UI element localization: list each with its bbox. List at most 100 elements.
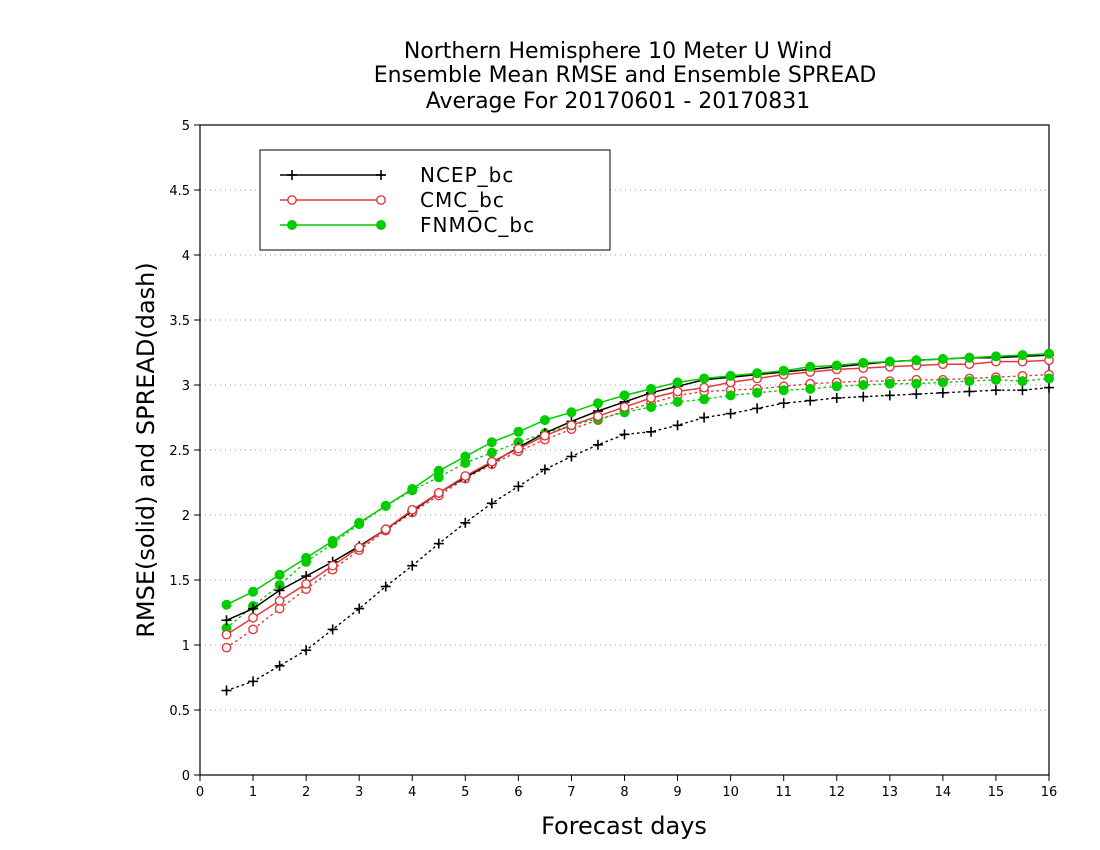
series-fnmoc-bc-rmse-point (301, 552, 312, 563)
series-fnmoc-bc-rmse-point (990, 351, 1001, 362)
series-fnmoc-bc-spread-point (805, 383, 816, 394)
series-fnmoc-bc-spread-point (990, 374, 1001, 385)
y-tick-label: 3 (182, 379, 190, 394)
legend-marker-ncep-bc-right (376, 170, 386, 180)
series-ncep-bc-spread-point (592, 439, 603, 450)
legend-marks (280, 170, 386, 230)
series-fnmoc-bc-spread-point (858, 380, 869, 390)
series-ncep-bc-rmse-point (274, 585, 285, 596)
title-line-1: Northern Hemisphere 10 Meter U Wind (404, 39, 832, 64)
series-ncep-bc-spread-point (1044, 382, 1054, 393)
series-fnmoc-bc-rmse-point (699, 373, 710, 384)
series-fnmoc-bc-rmse-point (407, 484, 418, 494)
x-tick-label: 9 (673, 785, 681, 800)
x-tick-label: 15 (988, 785, 1005, 800)
series-cmc-bc-rmse-point (540, 430, 550, 441)
series-cmc-bc-spread-point (248, 624, 258, 635)
series-ncep-bc-spread-point (274, 660, 285, 671)
series-ncep-bc-spread-point (248, 676, 259, 687)
series-ncep-bc-spread-point (699, 412, 710, 423)
y-axis-title: RMSE(solid) and SPREAD(dash) (132, 262, 160, 638)
x-tick-label: 7 (567, 785, 575, 800)
series-ncep-bc-spread-point (752, 403, 763, 414)
y-tick-label: 0.5 (169, 704, 190, 719)
series-cmc-bc-rmse (221, 355, 1054, 640)
series-ncep-bc-spread-point (566, 451, 577, 462)
series-fnmoc-bc-rmse-point (248, 586, 259, 597)
title-line-2: Ensemble Mean RMSE and Ensemble SPREAD (374, 63, 877, 88)
series-cmc-bc-rmse-point (433, 487, 444, 498)
series-fnmoc-bc-spread-point (725, 390, 736, 401)
series-fnmoc-bc-rmse (221, 348, 1054, 610)
series-cmc-bc-rmse-point (672, 386, 683, 397)
series-cmc-bc-rmse-point (274, 595, 285, 606)
series-cmc-bc-rmse-point (619, 402, 630, 412)
x-tick-label: 11 (775, 785, 792, 800)
series-fnmoc-bc-rmse-point (778, 365, 789, 376)
x-tick-label: 14 (935, 785, 952, 800)
series-fnmoc-bc-spread-point (1044, 373, 1054, 384)
series-fnmoc-bc-rmse-point (274, 569, 285, 580)
series-fnmoc-bc-spread-point (964, 376, 975, 387)
series-ncep-bc-spread-point (619, 429, 630, 440)
series-ncep-bc-spread-point (221, 685, 232, 696)
legend: NCEP_bc CMC_bc FNMOC_bc (259, 149, 611, 251)
series-fnmoc-bc-rmse-point (672, 377, 683, 388)
series-ncep-bc-spread-point (460, 517, 471, 528)
series-fnmoc-bc-rmse-point (619, 390, 630, 401)
series-fnmoc-bc-spread-point (831, 381, 842, 392)
series-fnmoc-bc-rmse-point (460, 451, 471, 462)
series-ncep-bc-spread-point (990, 385, 1001, 396)
x-tick-label: 1 (249, 785, 257, 800)
x-tick-label: 2 (302, 785, 310, 800)
y-tick-label: 0 (182, 769, 190, 784)
series-ncep-bc-rmse-point (248, 603, 259, 614)
series-fnmoc-bc-rmse-point (566, 407, 577, 418)
series-ncep-bc-spread-point (672, 420, 683, 431)
series-cmc-bc-rmse-point (380, 524, 391, 535)
series-fnmoc-bc-rmse-point (539, 415, 550, 426)
series-ncep-bc-spread-point (354, 603, 365, 614)
series-ncep-bc-spread-point (805, 395, 816, 406)
y-tick-label: 3.5 (169, 314, 190, 329)
x-axis-title: Forecast days (541, 812, 707, 840)
series-cmc-bc-rmse-point (646, 393, 656, 403)
series-cmc-bc-rmse-point (593, 411, 603, 422)
series-ncep-bc-rmse-point (221, 615, 232, 626)
y-tick-label: 1 (182, 639, 190, 654)
series-ncep-bc-spread-point (539, 464, 550, 475)
series-fnmoc-bc-rmse-point (433, 465, 444, 476)
series-fnmoc-bc-rmse-point (592, 398, 603, 409)
legend-marker-fnmoc-bc-right (376, 220, 386, 230)
legend-label-ncep: NCEP_bc (420, 163, 514, 187)
series-fnmoc-bc-spread-point (1017, 376, 1028, 387)
y-tick-label: 2.5 (169, 444, 190, 459)
y-tick-label: 2 (182, 509, 190, 524)
y-tick-label: 4 (182, 249, 190, 264)
x-tick-label: 16 (1041, 785, 1058, 800)
x-tick-label: 0 (196, 785, 204, 800)
series-ncep-bc-spread-point (778, 398, 789, 409)
series-fnmoc-bc-rmse-point (831, 360, 842, 371)
x-axis: 0 1 2 3 4 5 6 7 8 9 10 11 12 13 14 15 16 (196, 775, 1057, 800)
series-fnmoc-bc-spread-point (937, 377, 948, 388)
series-fnmoc-bc-rmse-point (1044, 348, 1054, 359)
series-ncep-bc-spread-point (1017, 385, 1028, 396)
series-fnmoc-bc-rmse-point (327, 536, 338, 546)
x-tick-label: 5 (461, 785, 469, 800)
series-layer (221, 348, 1054, 696)
series-ncep-bc-spread-point (301, 645, 312, 656)
series-fnmoc-bc-rmse-point (221, 599, 232, 610)
legend-marker-cmc-bc-left (287, 195, 297, 205)
x-tick-label: 13 (882, 785, 899, 800)
y-axis: 0 0.5 1 1.5 2 2.5 3 3.5 4 4.5 5 (169, 119, 200, 784)
series-ncep-bc-spread-point (380, 581, 391, 592)
chart-title: Northern Hemisphere 10 Meter U Wind Ense… (374, 39, 877, 114)
series-fnmoc-bc-rmse-point (858, 357, 869, 368)
series-ncep-bc-spread-point (433, 538, 444, 549)
series-ncep-bc-spread-line (225, 386, 1050, 692)
series-ncep-bc-spread-point (513, 481, 524, 492)
series-fnmoc-bc-rmse-point (354, 517, 365, 528)
series-cmc-bc-rmse-point (460, 471, 471, 481)
